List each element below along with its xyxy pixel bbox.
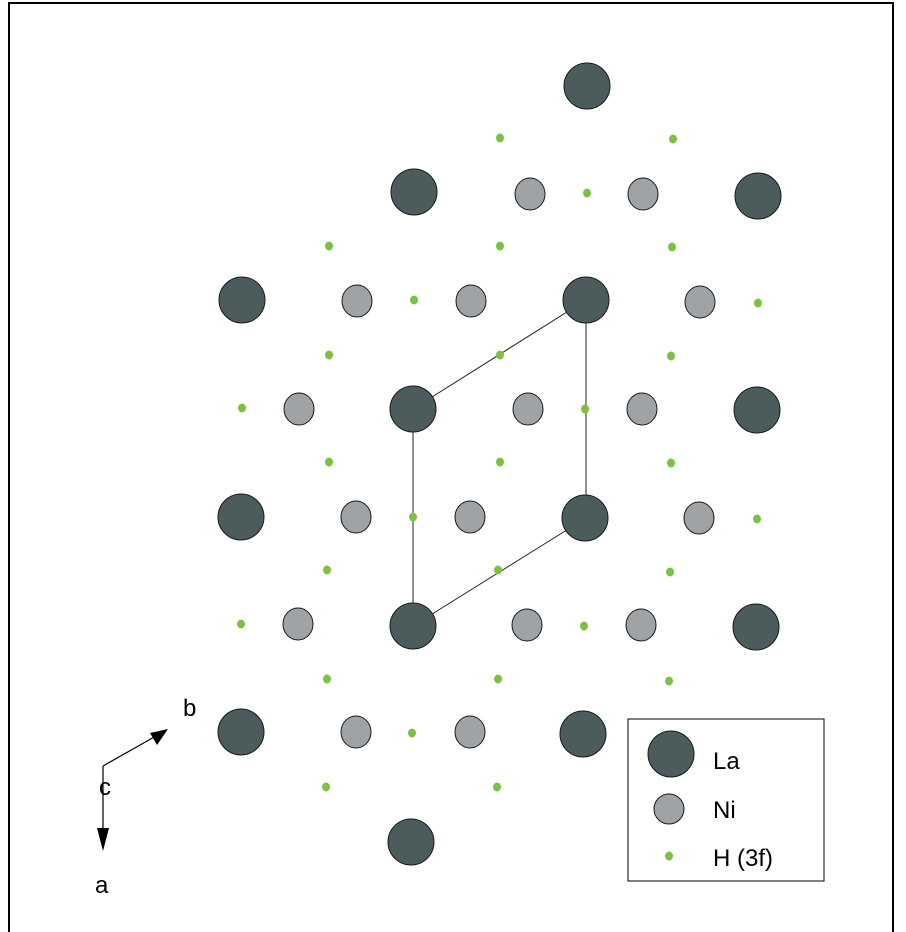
la-atom: [218, 276, 266, 324]
la-atom: [390, 168, 438, 216]
h-atom: [753, 514, 761, 524]
ni-atom: [341, 284, 373, 318]
h-atom: [494, 565, 502, 575]
h-atom: [496, 457, 504, 467]
la-atom: [387, 818, 435, 866]
ni-atom: [340, 500, 372, 534]
legend-la-swatch: [647, 730, 695, 778]
h-atom: [325, 241, 333, 251]
ni-atom: [455, 284, 487, 318]
ni-atom: [511, 608, 543, 642]
la-atom: [217, 493, 265, 541]
h-atom: [409, 512, 417, 522]
h-atom: [666, 567, 674, 577]
la-atom: [559, 710, 607, 758]
la-atom: [389, 602, 437, 650]
h-atom: [496, 133, 504, 143]
ni-atom: [512, 392, 544, 426]
axis-indicator: b c a: [95, 695, 196, 899]
ni-atom: [683, 501, 715, 535]
legend-ni-swatch: [653, 793, 685, 825]
h-atom: [668, 242, 676, 252]
ni-atom: [684, 285, 716, 319]
legend-h-label: H (3f): [713, 845, 773, 872]
h-atom: [496, 241, 504, 251]
la-atom: [734, 172, 782, 220]
la-atom: [732, 603, 780, 651]
h-atom: [325, 457, 333, 467]
h-atom: [667, 458, 675, 468]
la-atom: [733, 386, 781, 434]
ni-atom: [283, 392, 315, 426]
h-atom: [238, 403, 246, 413]
ni-atom: [627, 177, 659, 211]
h-atom: [669, 134, 677, 144]
la-atom: [563, 62, 611, 110]
la-atom: [217, 708, 265, 756]
la-atom: [389, 385, 437, 433]
b-axis-label: b: [183, 695, 196, 722]
legend-la-label: La: [713, 748, 740, 775]
ni-atom: [340, 715, 372, 749]
legend-ni-label: Ni: [713, 797, 736, 824]
ni-atom: [626, 392, 658, 426]
h-atom: [323, 565, 331, 575]
ni-atom: [454, 715, 486, 749]
atom-lattice: [217, 62, 782, 866]
h-atom: [754, 298, 762, 308]
ni-atom: [625, 608, 657, 642]
a-axis-label: a: [95, 872, 109, 899]
la-atom: [561, 494, 609, 542]
h-atom: [581, 404, 589, 414]
h-atom: [325, 350, 333, 360]
c-axis-label: c: [99, 774, 111, 801]
h-atom: [237, 619, 245, 629]
h-atom: [410, 295, 418, 305]
h-atom: [496, 350, 504, 360]
b-axis-arrowhead: [150, 729, 168, 745]
h-atom: [665, 676, 673, 686]
h-atom: [408, 728, 416, 738]
legend-h-swatch: [665, 851, 673, 861]
h-atom: [493, 782, 501, 792]
legend: La Ni H (3f): [627, 718, 825, 882]
a-axis-arrowhead: [97, 828, 109, 851]
h-atom: [667, 351, 675, 361]
ni-atom: [282, 607, 314, 641]
la-atom: [562, 276, 610, 324]
h-atom: [322, 782, 330, 792]
h-atom: [494, 674, 502, 684]
h-atom: [580, 621, 588, 631]
h-atom: [583, 188, 591, 198]
ni-atom: [514, 177, 546, 211]
h-atom: [323, 674, 331, 684]
ni-atom: [454, 500, 486, 534]
